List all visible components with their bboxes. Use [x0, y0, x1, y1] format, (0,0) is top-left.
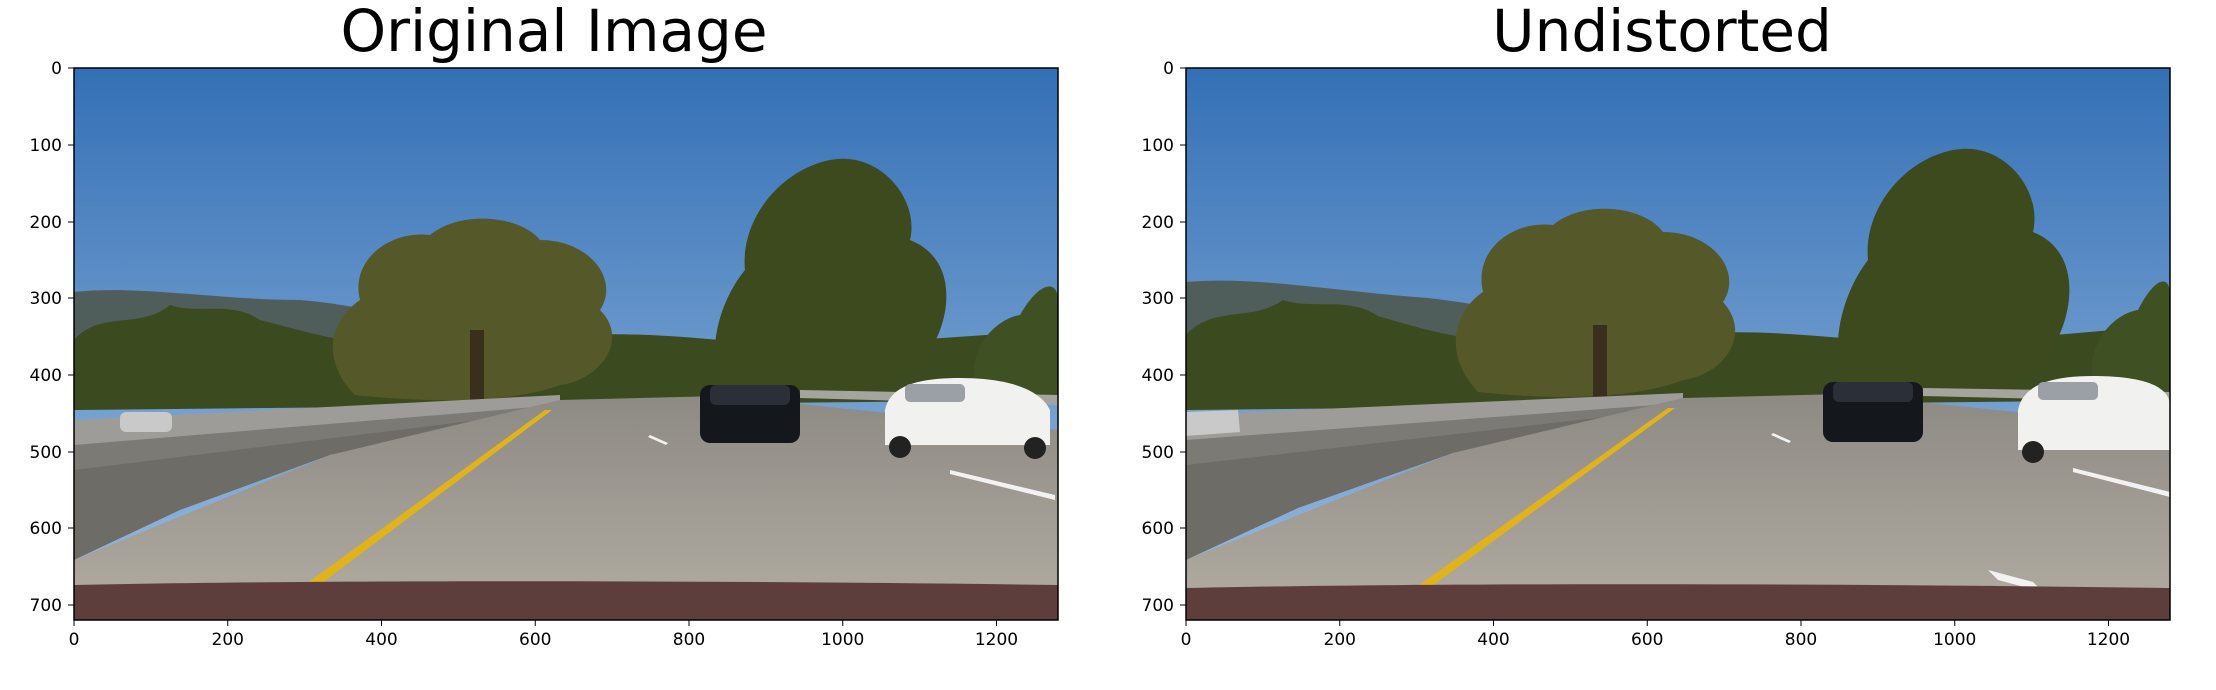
svg-text:400: 400 — [1142, 366, 1174, 386]
y-axis-ticks: 0 100 200 300 400 500 600 700 — [30, 59, 74, 616]
y-tick: 400 — [1142, 366, 1186, 386]
svg-text:700: 700 — [30, 596, 62, 616]
svg-text:500: 500 — [1142, 443, 1174, 463]
svg-text:0: 0 — [1181, 630, 1192, 650]
x-tick: 400 — [1477, 620, 1510, 650]
svg-text:1000: 1000 — [1933, 630, 1976, 650]
y-axis-ticks: 0 100 200 300 400 500 600 700 — [1142, 59, 1186, 616]
y-tick: 300 — [30, 289, 74, 309]
y-tick: 500 — [30, 443, 74, 463]
svg-text:1200: 1200 — [975, 630, 1018, 650]
svg-text:600: 600 — [30, 519, 62, 539]
svg-text:0: 0 — [51, 59, 62, 79]
svg-text:600: 600 — [519, 630, 551, 650]
photo-undistorted — [1185, 67, 2171, 621]
svg-text:400: 400 — [30, 366, 62, 386]
svg-text:200: 200 — [1324, 630, 1356, 650]
svg-text:400: 400 — [1477, 630, 1509, 650]
x-tick: 0 — [1181, 620, 1192, 650]
svg-text:600: 600 — [1142, 519, 1174, 539]
x-tick: 1000 — [1933, 620, 1976, 650]
y-tick: 700 — [30, 596, 74, 616]
panel-title: Undistorted — [1492, 0, 1832, 65]
svg-text:100: 100 — [30, 136, 62, 156]
axes-undistorted: 0 100 200 300 400 500 600 700 0 200 400 … — [1142, 59, 2171, 650]
x-tick: 0 — [69, 620, 80, 650]
x-tick: 1200 — [975, 620, 1018, 650]
x-tick: 800 — [1785, 620, 1817, 650]
svg-text:1200: 1200 — [2087, 630, 2130, 650]
y-tick: 200 — [30, 213, 74, 233]
svg-text:500: 500 — [30, 443, 62, 463]
y-tick: 500 — [1142, 443, 1186, 463]
x-tick: 800 — [673, 620, 705, 650]
svg-text:800: 800 — [1785, 630, 1817, 650]
svg-text:200: 200 — [30, 213, 62, 233]
y-tick: 100 — [1142, 136, 1186, 156]
y-tick: 600 — [30, 519, 74, 539]
svg-text:200: 200 — [212, 630, 244, 650]
svg-text:600: 600 — [1631, 630, 1663, 650]
y-tick: 300 — [1142, 289, 1186, 309]
svg-text:400: 400 — [365, 630, 397, 650]
x-tick: 200 — [1324, 620, 1356, 650]
svg-text:700: 700 — [1142, 596, 1174, 616]
svg-text:300: 300 — [1142, 289, 1174, 309]
axes-original: 0 100 200 300 400 500 600 700 0 200 400 … — [30, 59, 1059, 650]
svg-text:200: 200 — [1142, 213, 1174, 233]
x-axis-ticks: 0 200 400 600 800 1000 1200 — [1181, 620, 2130, 650]
y-tick: 700 — [1142, 596, 1186, 616]
svg-text:1000: 1000 — [821, 630, 864, 650]
x-tick: 400 — [365, 620, 398, 650]
y-tick: 100 — [30, 136, 74, 156]
y-tick: 600 — [1142, 519, 1186, 539]
x-tick: 600 — [1631, 620, 1663, 650]
x-axis-ticks: 0 200 400 600 800 1000 1200 — [69, 620, 1018, 650]
y-tick: 0 — [1163, 59, 1186, 79]
panel-original: Original Image — [30, 0, 1059, 650]
photo-original — [73, 67, 1059, 621]
svg-text:800: 800 — [673, 630, 705, 650]
svg-text:0: 0 — [1163, 59, 1174, 79]
svg-text:0: 0 — [69, 630, 80, 650]
x-tick: 200 — [212, 620, 244, 650]
y-tick: 200 — [1142, 213, 1186, 233]
y-tick: 400 — [30, 366, 74, 386]
panel-undistorted: Undistorted — [1108, 0, 2216, 690]
y-tick: 0 — [51, 59, 74, 79]
panel-title: Original Image — [340, 0, 768, 65]
x-tick: 600 — [519, 620, 551, 650]
svg-text:100: 100 — [1142, 136, 1174, 156]
svg-text:300: 300 — [30, 289, 62, 309]
x-tick: 1000 — [821, 620, 864, 650]
x-tick: 1200 — [2087, 620, 2130, 650]
